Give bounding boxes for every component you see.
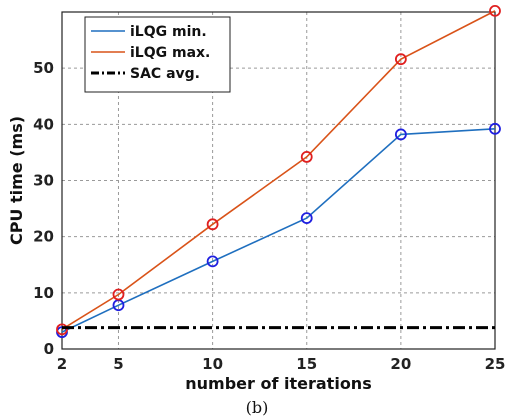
legend-label: iLQG max. (130, 45, 210, 61)
y-tick-label: 40 (33, 115, 54, 133)
data-point (206, 255, 219, 268)
x-axis-label: number of iterations (185, 374, 371, 393)
series-line (61, 10, 496, 331)
x-tick-label: 10 (202, 355, 223, 373)
data-point (394, 128, 407, 141)
data-point (394, 53, 407, 66)
data-point (300, 212, 313, 225)
x-tick-label: 5 (113, 355, 123, 373)
y-tick-label: 0 (44, 340, 54, 358)
data-point (489, 122, 501, 135)
y-tick-label: 50 (33, 59, 54, 77)
y-tick-label: 30 (33, 172, 54, 190)
legend: iLQG min. iLQG max. SAC avg. (84, 16, 231, 93)
y-tick-label: 10 (33, 284, 54, 302)
data-point (489, 4, 501, 17)
x-tick-label: 15 (296, 355, 317, 373)
series-line (61, 128, 496, 333)
x-tick-label: 2 (57, 355, 67, 373)
data-point (300, 151, 313, 163)
x-tick-label: 25 (485, 355, 506, 373)
data-point (56, 323, 68, 336)
y-tick-label: 20 (33, 228, 54, 246)
x-tick-label: 20 (390, 355, 411, 373)
data-point (112, 288, 125, 301)
legend-box (84, 16, 231, 93)
y-axis-label: CPU time (ms) (7, 116, 26, 245)
legend-label: SAC avg. (130, 66, 200, 82)
plot-area-frame (61, 11, 496, 350)
data-point (206, 218, 219, 231)
series-layer (56, 4, 501, 339)
legend-label: iLQG min. (130, 24, 207, 40)
figure-caption: (b) (245, 398, 269, 417)
